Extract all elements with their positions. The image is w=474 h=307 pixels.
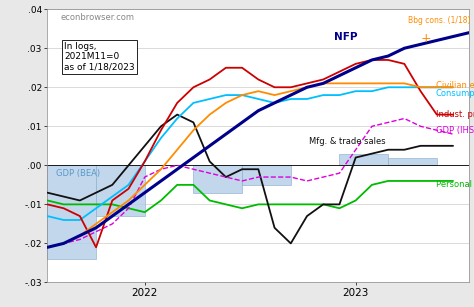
Text: Indust. prod'n: Indust. prod'n [436,110,474,119]
Bar [193,165,242,193]
Text: NFP: NFP [334,32,358,41]
Text: Consumption: Consumption [436,89,474,98]
Bar [47,165,96,259]
Text: GDP (IHS Markit): GDP (IHS Markit) [436,126,474,135]
Text: Bbg cons. (1/18): Bbg cons. (1/18) [408,16,471,25]
Text: In logs,
2021M11=0
as of 1/18/2023: In logs, 2021M11=0 as of 1/18/2023 [64,42,135,72]
Bar [339,154,388,165]
Text: econbrowser.com: econbrowser.com [60,13,134,22]
Text: GDP (BEA): GDP (BEA) [56,169,100,178]
Text: +: + [421,33,431,45]
Bar [388,157,437,165]
Text: Personal income: Personal income [436,180,474,189]
Text: Mfg. & trade sales: Mfg. & trade sales [309,138,385,146]
Bar [96,165,145,216]
Text: Civilian empl.: Civilian empl. [436,81,474,90]
Bar [242,165,291,185]
